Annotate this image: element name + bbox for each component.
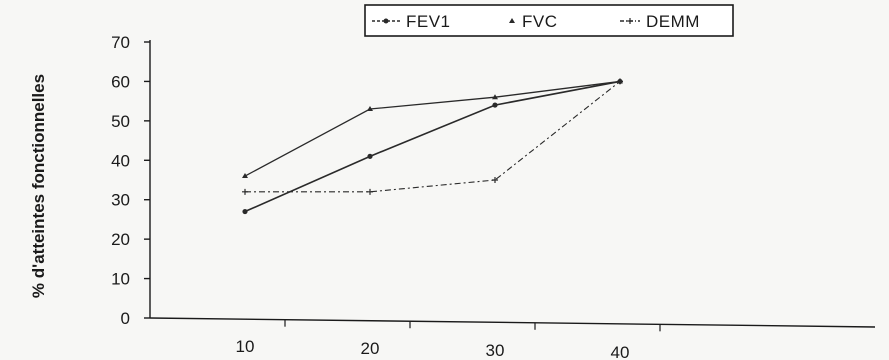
y-tick-label: 40 (111, 151, 130, 170)
y-axis-title: % d'atteintes fonctionnelles (29, 74, 48, 298)
legend-marker (627, 18, 633, 24)
data-point (617, 78, 623, 85)
y-tick-label: 20 (111, 230, 130, 249)
data-point (367, 188, 373, 195)
y-tick-label: 0 (121, 309, 130, 328)
legend-marker (383, 18, 389, 24)
legend-item-demm: DEMM (620, 12, 700, 31)
x-tick-label: 10 (236, 337, 255, 356)
series-demm (242, 78, 623, 195)
legend-label: DEMM (646, 12, 700, 31)
series-line-fvc (244, 80, 621, 177)
y-tick-label: 70 (111, 33, 130, 52)
x-axis: 10 20 30 40 (149, 317, 876, 360)
y-tick-label: 60 (111, 72, 130, 91)
y-tick-label: 50 (111, 112, 130, 131)
series-fvc (242, 78, 623, 179)
legend-label: FVC (522, 12, 558, 31)
x-tick-label: 40 (611, 343, 630, 360)
legend-item-fvc: FVC (509, 12, 558, 31)
y-tick-label: 10 (111, 270, 130, 289)
data-point (367, 153, 373, 159)
data-point (492, 177, 498, 183)
data-point (242, 188, 248, 195)
data-point (367, 106, 373, 112)
legend: FEV1 FVC DEMM (364, 4, 734, 37)
x-axis-line (149, 317, 876, 328)
legend-marker (509, 18, 515, 23)
data-point (242, 173, 248, 179)
legend-label: FEV1 (406, 12, 451, 31)
data-point (242, 208, 248, 215)
data-point (492, 102, 498, 108)
series-layer (242, 78, 623, 215)
y-axis: 0 10 20 30 40 50 60 70 (111, 33, 151, 328)
x-tick-label: 30 (486, 341, 505, 360)
data-point (492, 94, 498, 100)
series-line-demm (245, 80, 621, 193)
x-tick-label: 20 (361, 339, 380, 358)
y-tick-label: 30 (111, 191, 130, 210)
legend-box (364, 4, 734, 37)
legend-item-fev1: FEV1 (372, 12, 451, 31)
series-line-fev1 (244, 80, 621, 213)
